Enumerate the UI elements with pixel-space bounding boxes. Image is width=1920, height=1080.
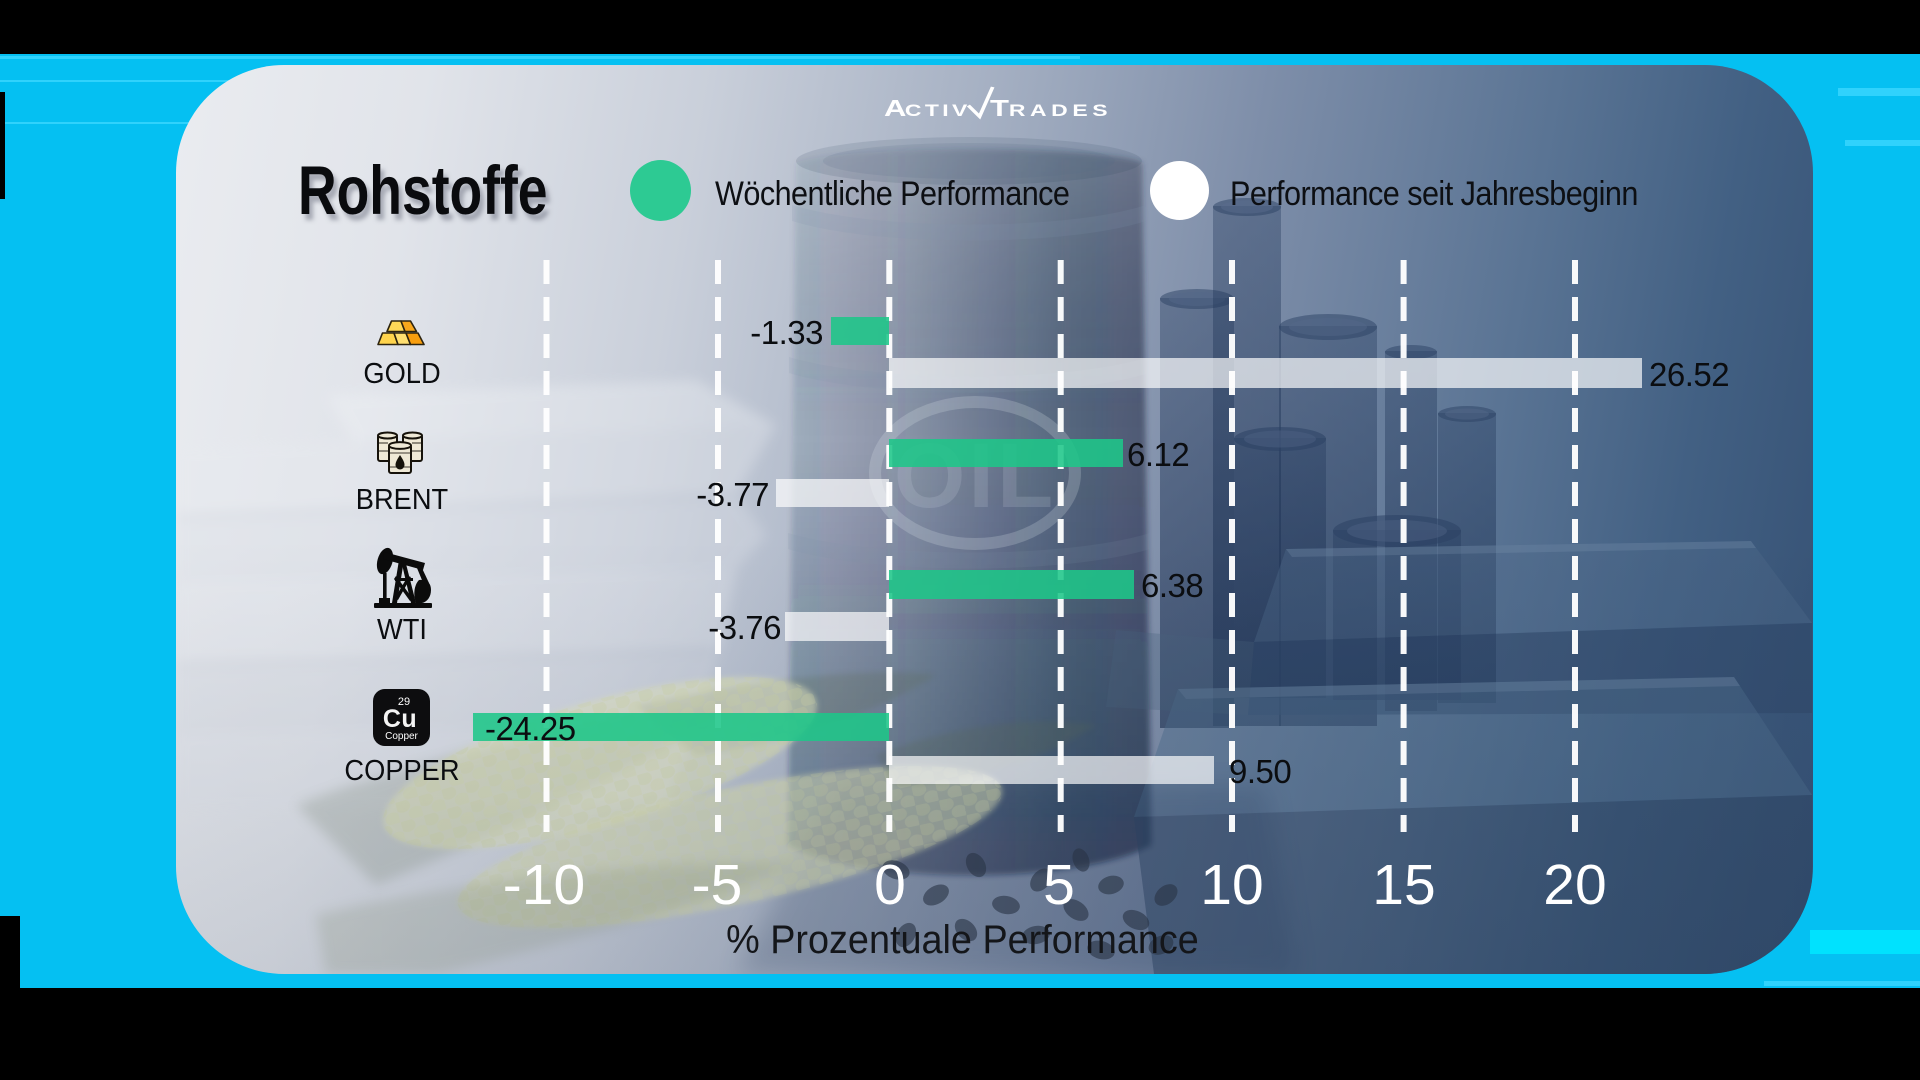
- svg-text:Copper: Copper: [385, 731, 418, 742]
- svg-text:RADES: RADES: [1009, 102, 1112, 121]
- svg-text:29: 29: [398, 696, 410, 708]
- svg-text:Cu: Cu: [383, 705, 417, 733]
- svg-text:CTIV: CTIV: [905, 102, 971, 121]
- svg-text:T: T: [990, 95, 1009, 121]
- svg-text:A: A: [884, 95, 906, 121]
